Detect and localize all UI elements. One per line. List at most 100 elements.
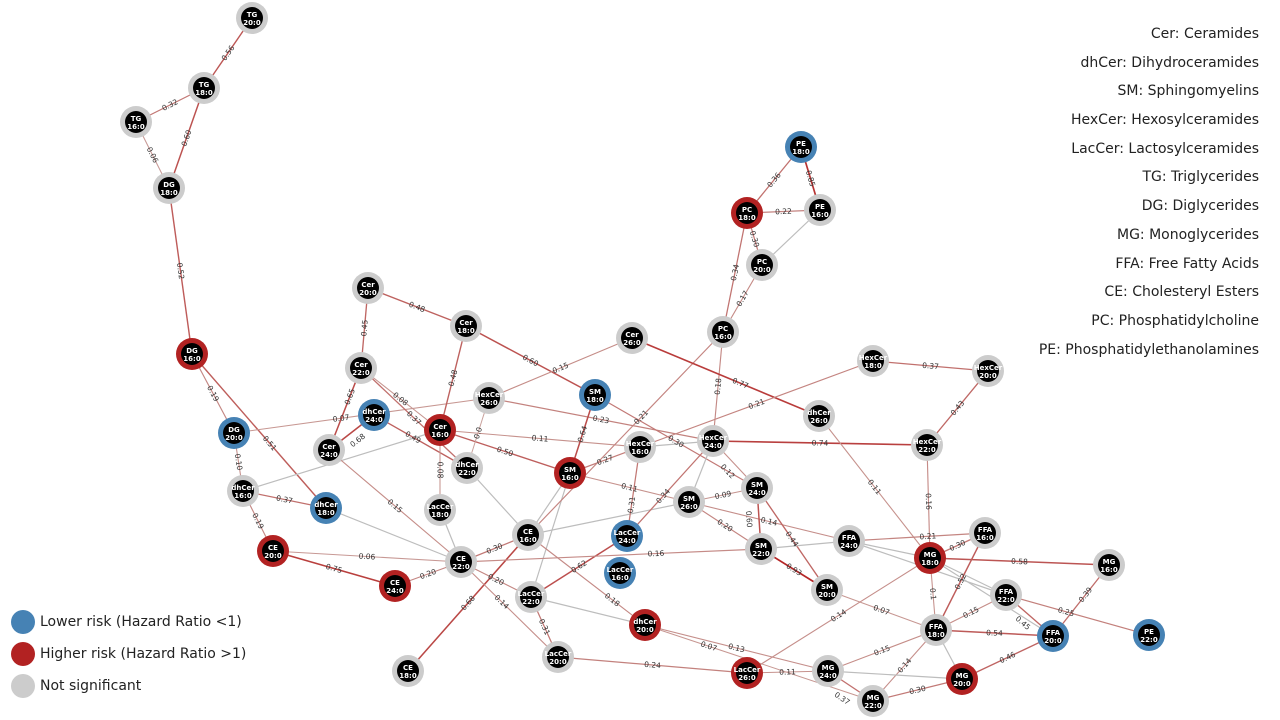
- edge-weight-label: 0.20: [487, 572, 506, 588]
- edge-weight-label: 0.18: [603, 591, 622, 608]
- node-core: [397, 660, 419, 682]
- lipid-node[interactable]: CE 16:0: [512, 519, 544, 551]
- lipid-node[interactable]: HexCer 26:0: [473, 382, 505, 414]
- node-core: [363, 404, 385, 426]
- lipid-node[interactable]: TG 20:0: [236, 2, 268, 34]
- lipid-node[interactable]: PC 20:0: [746, 249, 778, 281]
- lipid-node[interactable]: LacCer 18:0: [424, 494, 456, 526]
- node-core: [429, 499, 451, 521]
- lipid-node[interactable]: LacCer 26:0: [731, 657, 763, 689]
- lipid-node[interactable]: PE 22:0: [1133, 619, 1165, 651]
- lipid-node[interactable]: CE 20:0: [257, 535, 289, 567]
- node-core: [584, 384, 606, 406]
- lipid-node[interactable]: HexCer 16:0: [624, 431, 656, 463]
- legend-swatch-gray: [11, 674, 35, 698]
- lipid-node[interactable]: MG 16:0: [1093, 549, 1125, 581]
- lipid-node[interactable]: MG 22:0: [857, 685, 889, 717]
- edge-weight-label: 0.48: [447, 369, 460, 388]
- node-core: [609, 562, 631, 584]
- lipid-node[interactable]: Cer 26:0: [616, 322, 648, 354]
- lipid-node[interactable]: DG 18:0: [153, 172, 185, 204]
- lipid-node[interactable]: DG 16:0: [176, 338, 208, 370]
- lipid-node[interactable]: Cer 20:0: [352, 272, 384, 304]
- edge-weight-label: 0.20: [419, 567, 438, 581]
- node-label: FFA 16:0: [976, 526, 994, 542]
- edge: [168, 187, 193, 355]
- lipid-node[interactable]: Cer 24:0: [313, 434, 345, 466]
- lipid-node[interactable]: HexCer 20:0: [972, 355, 1004, 387]
- lipid-node[interactable]: SM 26:0: [673, 486, 705, 518]
- lipid-node[interactable]: PE 16:0: [804, 194, 836, 226]
- lipid-node[interactable]: Cer 16:0: [424, 414, 456, 446]
- lipid-node[interactable]: SM 18:0: [579, 379, 611, 411]
- lipid-node[interactable]: FFA 22:0: [990, 579, 1022, 611]
- node-label: SM 18:0: [586, 388, 604, 404]
- lipid-node[interactable]: LacCer 16:0: [604, 557, 636, 589]
- edge-weight-label: 0.16: [647, 549, 664, 559]
- legend-higher-risk: Higher risk (Hazard Ratio >1): [11, 638, 246, 670]
- lipid-node[interactable]: dhCer 26:0: [803, 400, 835, 432]
- lipid-node[interactable]: CE 18:0: [392, 655, 424, 687]
- node-label: SM 16:0: [561, 466, 579, 482]
- node-label: LacCer 24:0: [614, 529, 641, 545]
- lipid-node[interactable]: dhCer 18:0: [310, 492, 342, 524]
- lipid-node[interactable]: FFA 24:0: [833, 525, 865, 557]
- lipid-node[interactable]: FFA 20:0: [1037, 620, 1069, 652]
- lipid-node[interactable]: Cer 18:0: [450, 310, 482, 342]
- lipid-node[interactable]: dhCer 24:0: [358, 399, 390, 431]
- lipid-node[interactable]: HexCer 24:0: [697, 425, 729, 457]
- lipid-node[interactable]: CE 24:0: [379, 570, 411, 602]
- lipid-node[interactable]: FFA 18:0: [920, 614, 952, 646]
- lipid-node[interactable]: HexCer 18:0: [857, 345, 889, 377]
- lipid-node[interactable]: DG 20:0: [218, 417, 250, 449]
- lipid-node[interactable]: PE 18:0: [785, 131, 817, 163]
- lipid-node[interactable]: Cer 22:0: [345, 352, 377, 384]
- edge: [439, 429, 571, 474]
- lipid-node[interactable]: TG 18:0: [188, 72, 220, 104]
- node-core: [951, 668, 973, 690]
- legend-lower-risk: Lower risk (Hazard Ratio <1): [11, 606, 246, 638]
- edge-weight-label: 0.68: [348, 432, 367, 449]
- lipid-node[interactable]: MG 20:0: [946, 663, 978, 695]
- edge-weight-label: 0.18: [713, 378, 724, 396]
- edge-weight-label: 0.37: [275, 493, 293, 505]
- edge-weight-label: 0.75: [325, 562, 344, 575]
- lipid-node[interactable]: dhCer 22:0: [451, 452, 483, 484]
- edge: [756, 487, 828, 591]
- edge-weight-label: 0.10: [233, 453, 244, 471]
- edge-weight-label: 0.93: [785, 561, 804, 578]
- lipid-node[interactable]: TG 16:0: [120, 106, 152, 138]
- lipid-node[interactable]: MG 18:0: [914, 542, 946, 574]
- lipid-node[interactable]: PC 16:0: [707, 316, 739, 348]
- edge-weight-label: 0.60: [744, 511, 754, 528]
- lipid-node[interactable]: SM 24:0: [741, 472, 773, 504]
- lipid-node[interactable]: LacCer 24:0: [611, 520, 643, 552]
- lipid-node[interactable]: MG 24:0: [812, 655, 844, 687]
- node-core: [995, 584, 1017, 606]
- lipid-node[interactable]: SM 20:0: [811, 574, 843, 606]
- lipid-node[interactable]: CE 22:0: [445, 546, 477, 578]
- lipid-node[interactable]: dhCer 16:0: [227, 475, 259, 507]
- edge-weight-label: 0.60: [521, 353, 540, 369]
- edge-weight-label: 0.54: [986, 628, 1003, 638]
- edge-weight-label: 0.07: [872, 603, 891, 617]
- lipid-node[interactable]: SM 16:0: [554, 457, 586, 489]
- edge-weight-label: 0.45: [359, 319, 369, 337]
- lipid-node[interactable]: LacCer 22:0: [515, 581, 547, 613]
- node-core: [816, 579, 838, 601]
- edge-weight-label: 0.65: [343, 387, 358, 406]
- lipid-node[interactable]: PC 18:0: [731, 197, 763, 229]
- edge: [407, 534, 529, 672]
- lipid-node[interactable]: FFA 16:0: [969, 517, 1001, 549]
- lipid-node[interactable]: SM 22:0: [745, 533, 777, 565]
- lipid-node[interactable]: dhCer 20:0: [629, 609, 661, 641]
- abbr-item: FFA: Free Fatty Acids: [1115, 255, 1259, 272]
- lipid-node[interactable]: HexCer 22:0: [911, 429, 943, 461]
- edge: [272, 550, 462, 563]
- edge-weight-label: 0.07: [332, 413, 350, 424]
- lipid-node[interactable]: LacCer 20:0: [542, 641, 574, 673]
- edge: [527, 534, 646, 626]
- node-label: FFA 20:0: [1044, 629, 1062, 645]
- node-core: [384, 575, 406, 597]
- edge: [439, 429, 641, 448]
